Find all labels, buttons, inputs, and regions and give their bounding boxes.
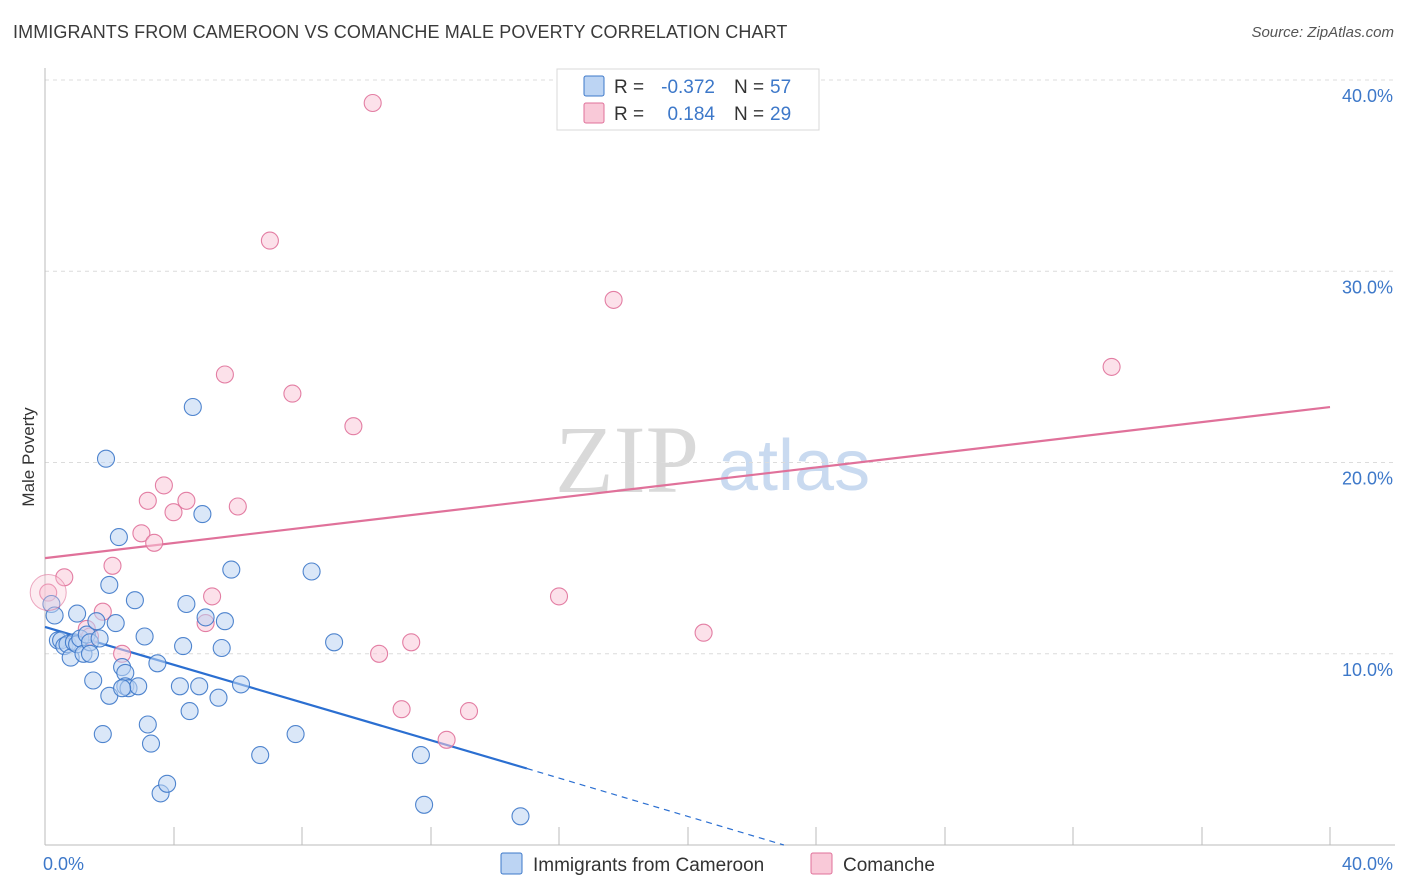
point-comanche-5 [103, 556, 122, 575]
point-cameroon-16 [90, 629, 109, 648]
point-cameroon-43 [193, 505, 212, 524]
point-comanche-20 [363, 93, 382, 113]
point-cameroon-47 [215, 612, 234, 631]
bottom-legend: Immigrants from Cameroon Comanche [500, 852, 935, 876]
point-comanche-22 [392, 700, 411, 719]
point-comanche-10 [154, 476, 173, 495]
watermark: ZIP atlas [555, 406, 870, 513]
point-cameroon-29 [129, 677, 148, 696]
legend-label-cameroon: Immigrants from Cameroon [533, 855, 764, 876]
point-comanche-15 [215, 365, 234, 384]
trend-line-comanche [44, 405, 1331, 560]
point-cameroon-28 [125, 591, 144, 610]
point-cameroon-30 [135, 627, 154, 646]
point-comanche-14 [203, 587, 222, 606]
point-comanche-24 [437, 730, 456, 749]
point-cameroon-52 [302, 562, 321, 581]
point-cameroon-37 [170, 677, 189, 696]
source-credit: Source: ZipAtlas.com [1251, 24, 1394, 41]
stats-swatch-cameroon [583, 75, 605, 97]
point-comanche-28 [694, 623, 713, 642]
point-cameroon-42 [190, 677, 209, 696]
watermark-zip: ZIP [555, 406, 699, 513]
y-tick-label-40: 40.0% [1342, 86, 1393, 106]
point-comanche-26 [549, 587, 569, 606]
point-comanche-19 [344, 417, 363, 436]
stats-r-value-cameroon: -0.372 [661, 77, 715, 98]
legend-label-comanche: Comanche [843, 855, 935, 876]
point-comanche-29 [1102, 357, 1121, 376]
point-cameroon-40 [180, 702, 199, 721]
legend-swatch-comanche [810, 852, 833, 875]
y-tick-labels: 10.0% 20.0% 30.0% 40.0% [1342, 86, 1393, 680]
point-cameroon-46 [212, 638, 231, 658]
point-comanche-23 [402, 633, 421, 652]
point-cameroon-15 [87, 612, 106, 631]
point-cameroon-41 [183, 397, 202, 417]
point-comanche-12 [177, 491, 196, 510]
point-cameroon-19 [96, 449, 116, 468]
point-comanche-9 [145, 533, 164, 552]
point-comanche-cluster [29, 574, 67, 612]
gridlines [45, 79, 1395, 655]
point-cameroon-8 [68, 604, 87, 623]
point-comanche-17 [260, 231, 279, 250]
point-cameroon-31 [138, 715, 157, 734]
x-tick-label-max: 40.0% [1342, 854, 1393, 874]
point-comanche-25 [459, 702, 479, 721]
point-comanche-27 [604, 290, 623, 309]
point-cameroon-14 [84, 671, 103, 690]
stats-r-value-comanche: 0.184 [667, 104, 715, 125]
watermark-atlas: atlas [718, 426, 870, 506]
stats-r-label-comanche: R = [614, 104, 644, 125]
point-comanche-18 [283, 384, 302, 403]
stats-n-label-cameroon: N = [734, 77, 764, 98]
stats-n-value-comanche: 29 [770, 104, 791, 125]
point-cameroon-22 [106, 614, 125, 633]
point-cameroon-54 [411, 746, 430, 765]
y-axis-label: Male Poverty [19, 407, 38, 507]
point-cameroon-38 [174, 637, 193, 656]
point-cameroon-48 [222, 560, 241, 579]
point-cameroon-1 [45, 606, 64, 625]
axes [44, 68, 1395, 846]
point-cameroon-45 [209, 688, 228, 707]
point-comanche-16 [228, 497, 247, 516]
point-comanche-1 [55, 568, 74, 587]
point-cameroon-32 [141, 734, 161, 753]
x-tick-label-min: 0.0% [43, 854, 84, 874]
point-comanche-7 [132, 524, 151, 543]
trend-line-cameroon-extension [526, 767, 785, 846]
stats-swatch-comanche [583, 102, 605, 124]
point-cameroon-20 [100, 575, 119, 594]
point-comanche-21 [370, 644, 389, 663]
point-cameroon-36 [148, 654, 167, 673]
legend-swatch-cameroon [500, 852, 523, 875]
point-cameroon-50 [251, 746, 270, 765]
point-comanche-8 [138, 491, 157, 510]
y-tick-label-20: 20.0% [1342, 469, 1393, 489]
point-cameroon-23 [109, 528, 128, 547]
point-cameroon-55 [415, 795, 434, 814]
point-cameroon-51 [286, 725, 305, 744]
stats-n-label-comanche: N = [734, 104, 764, 125]
point-cameroon-56 [511, 807, 530, 826]
point-cameroon-18 [80, 644, 100, 663]
y-tick-label-10: 10.0% [1342, 660, 1393, 680]
stats-n-value-cameroon: 57 [770, 77, 791, 98]
stats-r-label-cameroon: R = [614, 77, 644, 98]
point-cameroon-53 [325, 633, 344, 652]
point-cameroon-34 [158, 774, 177, 793]
point-cameroon-49 [231, 675, 251, 694]
point-cameroon-35 [113, 679, 132, 698]
point-cameroon-39 [177, 594, 196, 614]
stats-legend: R = -0.372 N = 57 R = 0.184 N = 29 [556, 68, 820, 131]
point-cameroon-44 [196, 608, 215, 627]
point-cameroon-17 [93, 725, 112, 744]
y-tick-label-30: 30.0% [1342, 277, 1393, 297]
chart-title: IMMIGRANTS FROM CAMEROON VS COMANCHE MAL… [13, 22, 788, 42]
data-points [29, 93, 1121, 826]
point-comanche-11 [164, 503, 183, 522]
